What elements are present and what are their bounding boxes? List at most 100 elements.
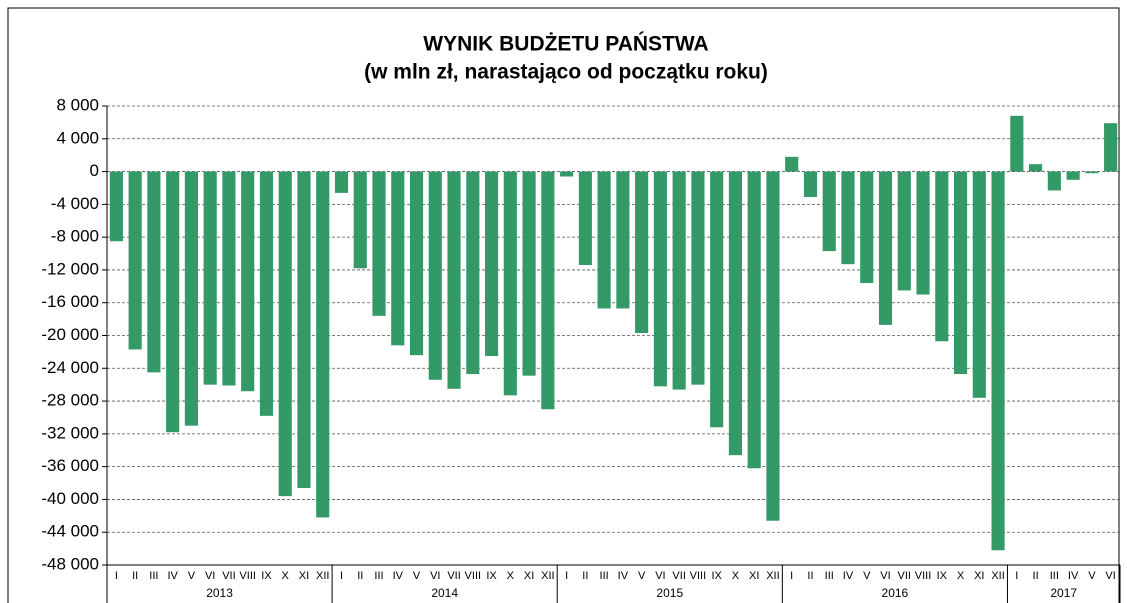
- x-tick-label: VI: [430, 570, 440, 582]
- bar: [391, 171, 405, 346]
- x-tick-label: I: [565, 570, 568, 582]
- bar: [897, 171, 911, 291]
- x-tick-label: V: [638, 570, 646, 582]
- bar: [428, 171, 442, 380]
- y-tick-label: -36 000: [41, 456, 99, 475]
- bar: [560, 171, 574, 177]
- bar: [166, 171, 180, 433]
- bar: [747, 171, 761, 469]
- bar: [297, 171, 311, 488]
- bar: [822, 171, 836, 252]
- bar: [710, 171, 724, 428]
- x-tick-label: XII: [541, 570, 554, 582]
- bar: [184, 171, 198, 426]
- bar: [1066, 171, 1080, 180]
- bar: [447, 171, 461, 389]
- x-tick-label: IV: [167, 570, 178, 582]
- bar: [635, 171, 649, 334]
- x-tick-label: VII: [898, 570, 911, 582]
- x-tick-label: I: [115, 570, 118, 582]
- bar: [785, 156, 799, 172]
- bar: [860, 171, 874, 284]
- x-tick-label: IV: [393, 570, 404, 582]
- bar: [991, 171, 1005, 551]
- x-tick-label: IV: [1068, 570, 1079, 582]
- bar: [972, 171, 986, 398]
- bar: [878, 171, 893, 325]
- bar: [935, 171, 949, 342]
- x-tick-label: X: [732, 570, 740, 582]
- bar: [1104, 123, 1118, 172]
- bar: [316, 171, 330, 518]
- group-label: 2016: [882, 586, 909, 600]
- bar: [109, 171, 123, 242]
- x-tick-label: VIII: [239, 570, 256, 582]
- bar: [691, 171, 705, 385]
- frame: [7, 7, 1120, 603]
- x-tick-label: IX: [261, 570, 272, 582]
- x-tick-label: X: [507, 570, 515, 582]
- y-tick-label: -32 000: [41, 423, 99, 442]
- x-tick-label: VIII: [465, 570, 482, 582]
- bar: [353, 171, 367, 269]
- x-tick-label: V: [188, 570, 196, 582]
- bar: [578, 171, 592, 266]
- x-tick-label: I: [340, 570, 343, 582]
- x-tick-label: III: [1050, 570, 1059, 582]
- bar: [466, 171, 480, 375]
- x-tick-label: VI: [655, 570, 665, 582]
- x-tick-label: VI: [205, 570, 215, 582]
- bar: [222, 171, 236, 386]
- x-tick-label: IV: [618, 570, 629, 582]
- x-tick-label: IX: [711, 570, 722, 582]
- x-tick-label: XI: [299, 570, 309, 582]
- y-tick-label: -48 000: [41, 554, 99, 573]
- bar: [672, 171, 686, 390]
- bar: [616, 171, 630, 309]
- x-tick-label: VIII: [915, 570, 932, 582]
- x-tick-label: II: [132, 570, 138, 582]
- chart-title: WYNIK BUDŻETU PAŃSTWA: [423, 33, 708, 56]
- x-tick-label: VI: [880, 570, 890, 582]
- x-tick-label: VI: [1105, 570, 1115, 582]
- y-tick-label: -12 000: [41, 259, 99, 278]
- x-tick-label: III: [600, 570, 609, 582]
- group-label: 2013: [206, 586, 233, 600]
- bar: [203, 171, 217, 385]
- bar: [953, 171, 968, 375]
- y-tick-label: -44 000: [41, 522, 99, 541]
- y-tick-label: 4 000: [56, 128, 99, 147]
- y-tick-label: 0: [90, 161, 99, 180]
- x-tick-label: V: [413, 570, 421, 582]
- bar: [1029, 164, 1043, 172]
- x-tick-label: IV: [843, 570, 854, 582]
- x-tick-label: VII: [447, 570, 460, 582]
- bar: [597, 171, 611, 309]
- x-tick-label: VIII: [690, 570, 707, 582]
- x-tick-label: V: [1088, 570, 1096, 582]
- x-tick-label: VII: [222, 570, 235, 582]
- x-tick-label: IX: [486, 570, 497, 582]
- y-tick-label: -8 000: [51, 227, 99, 246]
- bar: [1047, 171, 1061, 191]
- bar: [522, 171, 536, 376]
- bar: [916, 171, 930, 295]
- bar: [841, 171, 855, 265]
- x-tick-label: XI: [749, 570, 759, 582]
- bar: [541, 171, 555, 410]
- x-tick-label: XI: [524, 570, 534, 582]
- x-tick-label: XII: [766, 570, 779, 582]
- x-tick-label: V: [863, 570, 871, 582]
- x-tick-label: XII: [316, 570, 329, 582]
- x-tick-label: III: [825, 570, 834, 582]
- bar: [1085, 171, 1099, 174]
- x-tick-label: II: [1033, 570, 1039, 582]
- x-tick-label: III: [149, 570, 158, 582]
- bar: [259, 171, 274, 416]
- x-tick-label: X: [957, 570, 965, 582]
- x-tick-label: I: [1015, 570, 1018, 582]
- bar: [766, 171, 780, 521]
- x-tick-label: II: [357, 570, 363, 582]
- bar: [1010, 115, 1024, 172]
